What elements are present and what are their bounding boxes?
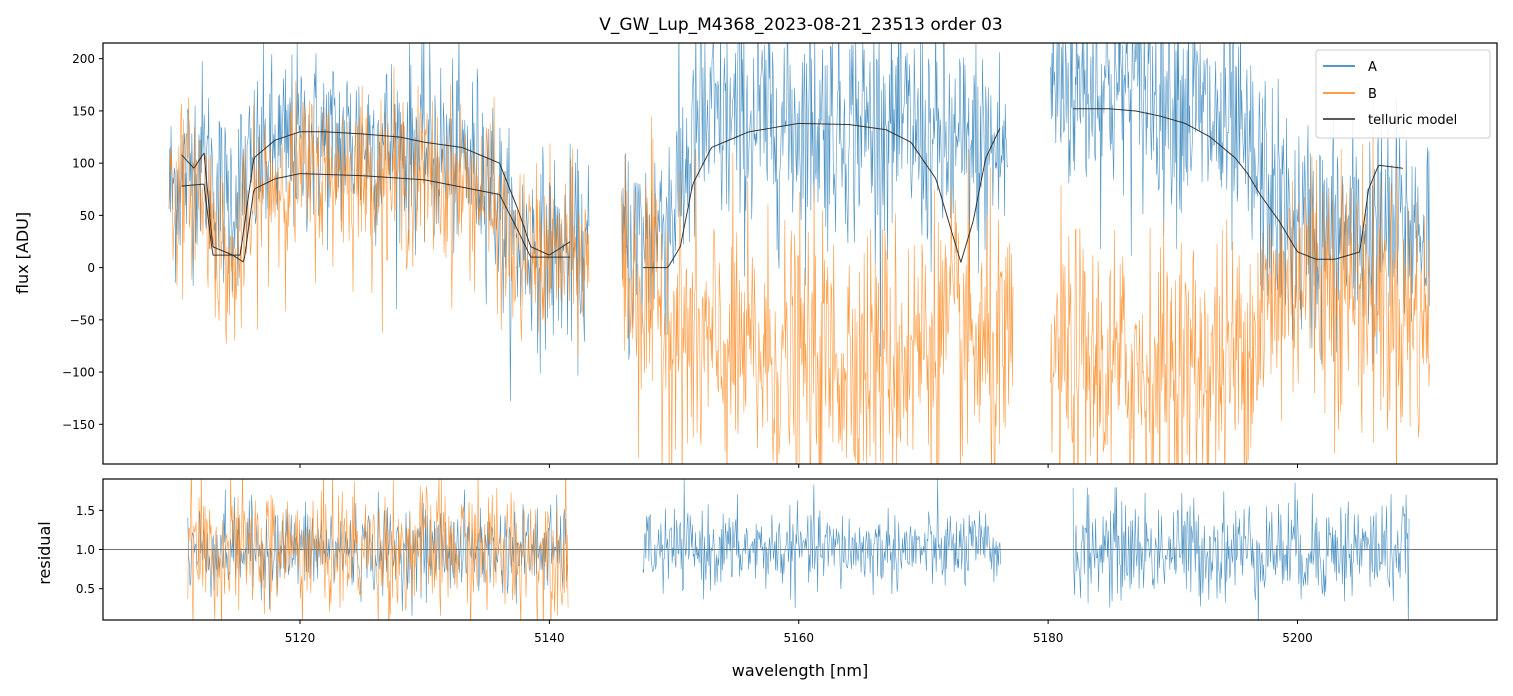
flux-ytick-label: 200 (72, 52, 95, 66)
residual-y-axis-label: residual (35, 521, 54, 584)
flux-ytick-label: −150 (62, 418, 95, 432)
residual-series-layer (103, 479, 1497, 620)
residual-y-axis: 0.5 1.0 1.5 (76, 504, 103, 596)
legend: A B telluric model (1315, 49, 1491, 139)
chart-title: V_GW_Lup_M4368_2023-08-21_23513 order 03 (599, 15, 1002, 35)
legend-label-b: B (1368, 87, 1377, 102)
flux-panel: −150 −100 −50 0 50 100 150 200 flux [ADU] A B t… (13, 42, 1498, 468)
legend-label-a: A (1368, 60, 1377, 75)
residual-series-b-segment-1 (187, 479, 569, 620)
residual-xtick-label: 5140 (534, 631, 565, 645)
residual-panel: 0.51.01.5 5120 5140 5160 5180 5200 residual … (35, 478, 1498, 680)
legend-label-telluric: telluric model (1368, 113, 1457, 128)
flux-series-b-segment-2 (621, 116, 1014, 464)
residual-xtick-label: 5120 (285, 631, 316, 645)
flux-ytick-label: −100 (62, 366, 95, 380)
flux-series-b-segment-3 (1050, 102, 1430, 464)
legend-box (1315, 49, 1491, 139)
flux-series-layer (168, 43, 1430, 464)
flux-y-axis-label: flux [ADU] (13, 212, 32, 294)
residual-x-axis: 5120 5140 5160 5180 5200 (285, 620, 1313, 645)
flux-series-a-segment-3 (1050, 43, 1430, 365)
flux-series-telluric-model-segment-4 (1073, 108, 1404, 260)
flux-ytick-label: 100 (72, 157, 95, 171)
flux-series-b-segment-1 (168, 66, 590, 358)
flux-x-axis (299, 464, 1299, 468)
flux-series-telluric-model-segment-2 (181, 173, 571, 263)
flux-ytick-label: 0 (87, 261, 95, 275)
residual-xtick-label: 5200 (1282, 631, 1313, 645)
flux-series-telluric-model-segment-3 (642, 122, 1001, 269)
flux-y-axis: −150 −100 −50 0 50 100 150 200 (62, 52, 103, 432)
x-axis-label: wavelength [nm] (732, 661, 869, 680)
flux-series-telluric-model-segment-1 (181, 131, 571, 256)
flux-ytick-label: 150 (72, 104, 95, 118)
residual-ytick-label: 0.5 (76, 582, 95, 596)
flux-ytick-label: −50 (70, 313, 95, 327)
residual-ytick-label: 1.5 (76, 504, 95, 518)
flux-ytick-label: 50 (80, 209, 95, 223)
residual-ytick-label: 1.0 (76, 543, 95, 557)
flux-series-a-segment-2 (621, 43, 1009, 360)
residual-series-a-segment-1 (187, 489, 569, 616)
residual-xtick-label: 5160 (783, 631, 814, 645)
flux-axes-frame (102, 42, 1498, 465)
residual-series-a-segment-2 (642, 479, 1001, 608)
residual-series-a-segment-3 (1072, 482, 1410, 620)
residual-xtick-label: 5180 (1033, 631, 1064, 645)
